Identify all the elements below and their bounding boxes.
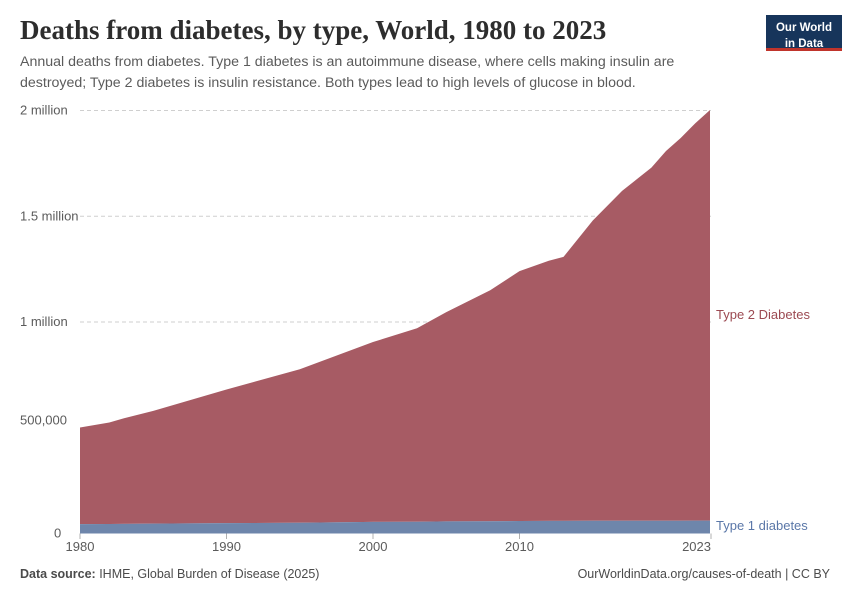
svg-text:1990: 1990 bbox=[212, 539, 241, 554]
svg-text:2010: 2010 bbox=[505, 539, 534, 554]
svg-text:2023: 2023 bbox=[682, 539, 711, 554]
svg-text:1.5 million: 1.5 million bbox=[20, 208, 79, 223]
svg-text:2000: 2000 bbox=[359, 539, 388, 554]
svg-text:1980: 1980 bbox=[66, 539, 95, 554]
svg-text:Type 1 diabetes: Type 1 diabetes bbox=[716, 518, 808, 533]
svg-text:0: 0 bbox=[54, 526, 61, 541]
svg-text:2 million: 2 million bbox=[20, 103, 68, 118]
svg-text:500,000: 500,000 bbox=[20, 413, 67, 428]
svg-text:1 million: 1 million bbox=[20, 314, 68, 329]
svg-text:Type 2 Diabetes: Type 2 Diabetes bbox=[716, 307, 810, 322]
